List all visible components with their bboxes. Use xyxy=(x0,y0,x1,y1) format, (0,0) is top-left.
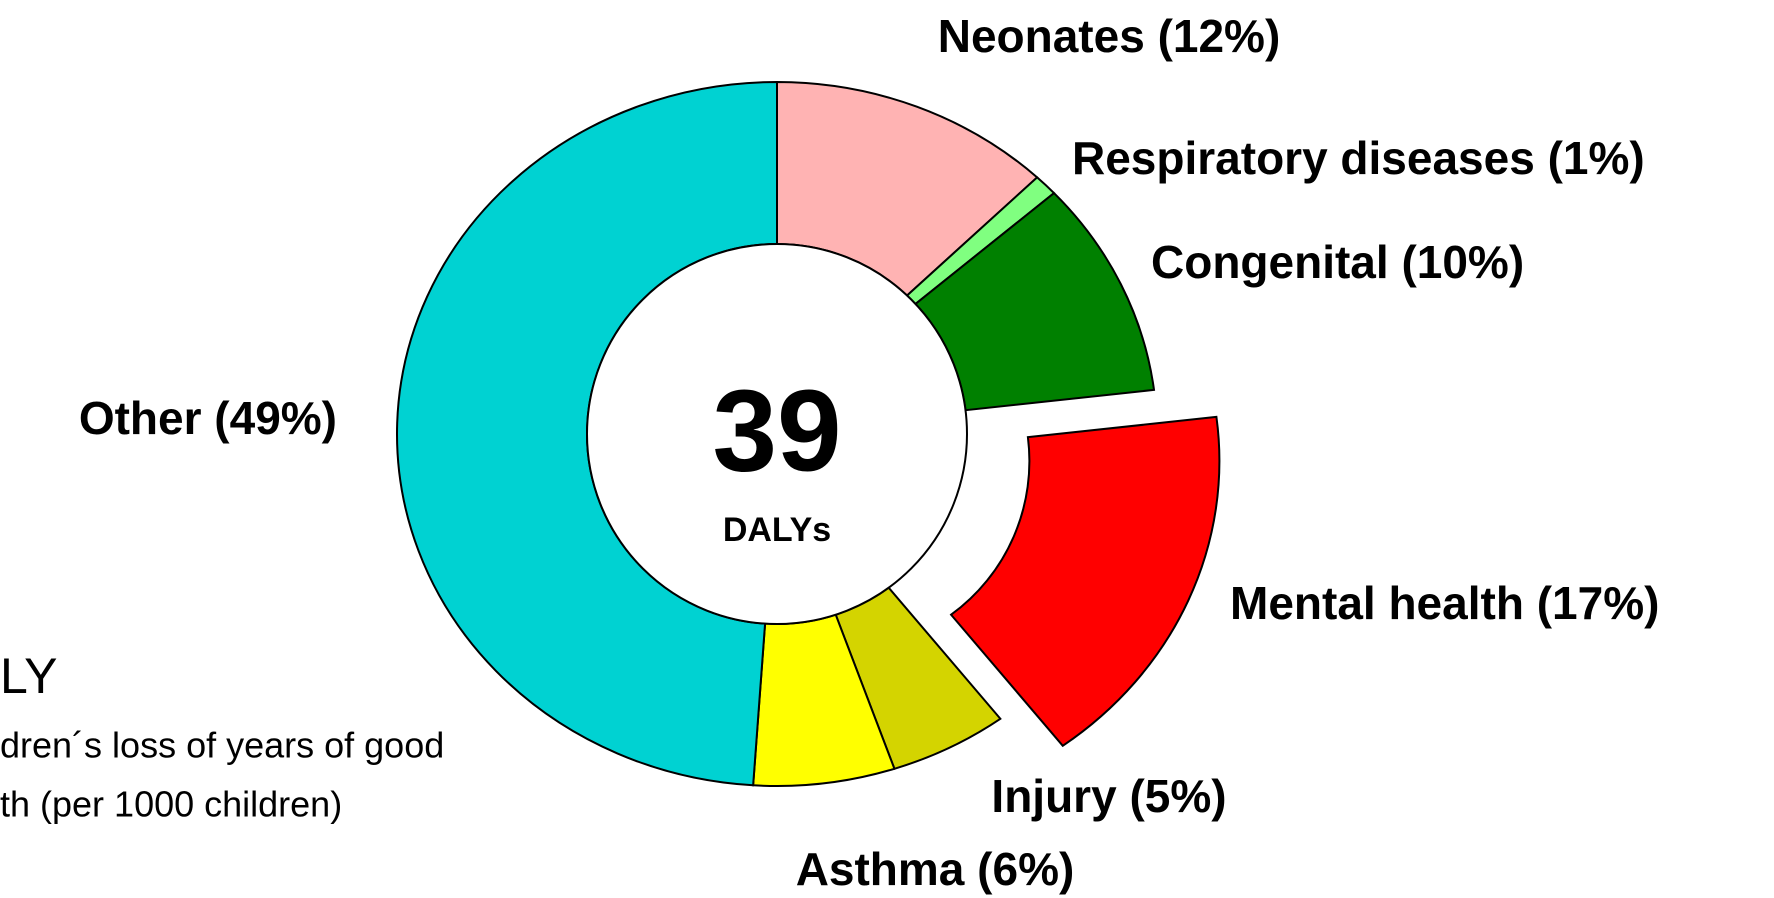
slice-label: Respiratory diseases (1%) xyxy=(1072,132,1645,184)
center-label: DALYs xyxy=(723,511,831,549)
donut-hole xyxy=(586,243,968,625)
slice-label: Congenital (10%) xyxy=(1151,236,1524,288)
slice-label: Injury (5%) xyxy=(991,770,1226,822)
slice xyxy=(949,415,1221,748)
slice-label: Asthma (6%) xyxy=(796,843,1075,895)
slice-label: Mental health (17%) xyxy=(1230,577,1659,629)
note-line: th (per 1000 children) xyxy=(0,784,342,825)
slice-label: Other (49%) xyxy=(79,392,337,444)
slice-label: Neonates (12%) xyxy=(938,10,1281,62)
note-line: dren´s loss of years of good xyxy=(0,725,444,766)
center-value: 39 xyxy=(712,366,841,496)
slices xyxy=(396,80,1221,787)
note-title: LY xyxy=(0,648,57,704)
